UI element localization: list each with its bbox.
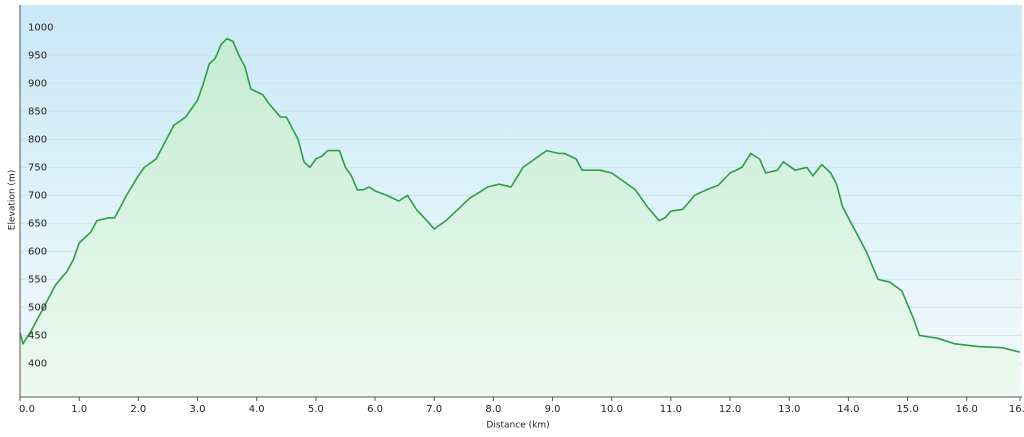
y-tick-label: 1000 [28,22,53,33]
x-tick-label: 0.0 [19,404,35,415]
y-tick-label: 550 [28,274,47,285]
y-tick-label: 450 [28,330,47,341]
x-tick-label: 13.0 [778,404,800,415]
y-tick-label: 700 [28,190,47,201]
x-tick-label: 8.0 [485,404,501,415]
elevation-line [19,37,1021,353]
y-tick-label: 850 [28,106,47,117]
x-tick-label: 3.0 [190,404,206,415]
x-tick-label: 10.0 [601,404,623,415]
x-tick-label: 5.0 [308,404,324,415]
x-tick-label: 7.0 [426,404,442,415]
x-tick-label: 1.0 [71,404,87,415]
x-axis-label: Distance (km) [486,421,549,431]
x-tick-label: 4.0 [249,404,265,415]
x-tick-label: 12.0 [719,404,741,415]
x-tick-label: 6.0 [367,404,383,415]
y-tick-label: 950 [28,50,47,61]
y-tick-label: 400 [28,358,47,369]
y-tick-label: 500 [28,302,47,313]
x-tick-label: 14.0 [837,404,859,415]
x-tick-label: 9.0 [545,404,561,415]
x-tick-label: 16.0 [956,404,978,415]
x-tick-label: 16.9 [1009,404,1024,415]
x-tick-label: 2.0 [130,404,146,415]
area-fill [20,38,1020,397]
y-tick-label: 600 [28,246,47,257]
y-tick-label: 800 [28,134,47,145]
y-axis-label: Elevation (m) [8,170,18,230]
x-tick-label: 11.0 [660,404,682,415]
y-tick-label: 750 [28,162,47,173]
y-tick-label: 650 [28,218,47,229]
x-tick-label: 15.0 [896,404,918,415]
y-tick-label: 900 [28,78,47,89]
